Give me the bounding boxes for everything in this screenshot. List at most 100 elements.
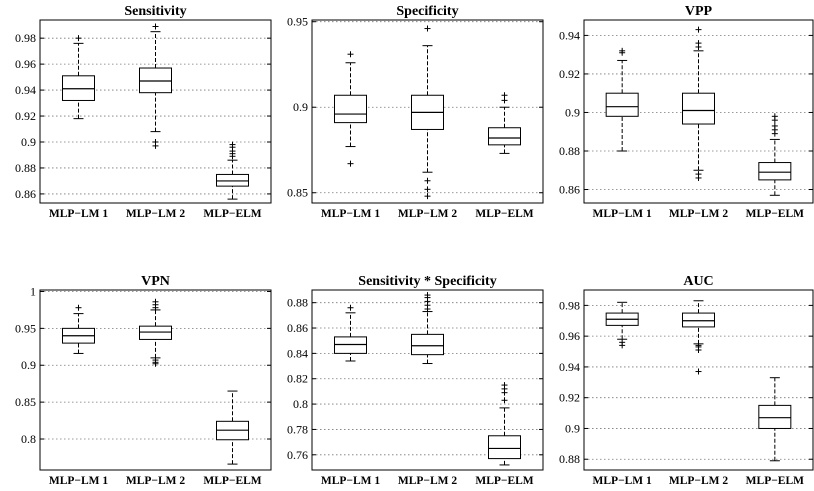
y-tick-label: 0.94	[15, 83, 36, 97]
y-tick-label: 0.9	[293, 100, 308, 114]
iqr-box	[216, 173, 249, 187]
iqr-box	[139, 325, 172, 340]
outlier-marker	[695, 368, 702, 375]
outlier-marker	[152, 360, 159, 367]
chart-title: VPP	[685, 4, 713, 19]
y-tick-label: 1	[30, 284, 36, 298]
outlier-marker	[771, 122, 778, 129]
x-category-label: MLP−LM 2	[669, 475, 729, 487]
y-tick-label: 0.95	[287, 15, 308, 29]
y-tick-label: 0.94	[559, 360, 580, 374]
iqr-box	[758, 162, 792, 181]
y-tick-label: 0.96	[559, 329, 580, 343]
y-tick-label: 0.86	[15, 187, 36, 201]
y-tick-label: 0.88	[559, 144, 580, 158]
outlier-marker	[501, 397, 508, 404]
box-2	[139, 298, 172, 367]
outlier-marker	[695, 347, 702, 353]
outlier-marker	[501, 382, 508, 389]
box-1	[605, 47, 639, 152]
iqr-box	[62, 75, 95, 101]
outlier-marker	[152, 142, 159, 149]
y-tick-label: 0.85	[287, 186, 308, 200]
chart-panel: VPP 0.86 0.88 0.9 0.92 0.94 MLP−LM 1 MLP−LM 2 ML…	[559, 4, 814, 220]
y-tick-label: 0.82	[287, 372, 308, 386]
box-3	[216, 141, 249, 200]
box-2	[682, 26, 715, 181]
x-category-label: MLP−LM 2	[398, 208, 458, 220]
x-category-label: MLP−LM 1	[593, 475, 653, 487]
outlier-marker	[619, 47, 626, 54]
x-category-label: MLP−ELM	[746, 475, 804, 487]
iqr-box	[682, 312, 715, 328]
outlier-marker	[424, 177, 431, 184]
x-category-label: MLP−ELM	[746, 208, 804, 220]
y-tick-label: 0.95	[15, 321, 36, 335]
y-tick-label: 0.96	[15, 57, 36, 71]
iqr-box	[139, 67, 172, 94]
iqr-box	[411, 333, 444, 356]
y-tick-label: 0.85	[15, 395, 36, 409]
box-1	[334, 51, 367, 167]
y-tick-label: 0.98	[15, 31, 36, 45]
chart-panel: Sensitivity * Specificity 0.76 0.78 0.8 0.82…	[287, 274, 544, 487]
x-category-label: MLP−LM 1	[321, 208, 381, 220]
chart-panel: Sensitivity 0.86 0.88 0.9 0.92 0.94 0.96 0.98 ML…	[15, 4, 272, 220]
outlier-marker	[695, 174, 702, 181]
x-category-label: MLP−LM 1	[321, 475, 381, 487]
outlier-marker	[695, 26, 702, 33]
iqr-box	[488, 435, 521, 460]
y-tick-label: 0.9	[565, 105, 580, 119]
y-tick-label: 0.92	[15, 109, 36, 123]
y-tick-label: 0.88	[559, 452, 580, 466]
plot-frame	[583, 289, 814, 471]
x-category-label: MLP−LM 1	[49, 208, 109, 220]
box-3	[488, 382, 521, 466]
y-tick-label: 0.84	[287, 346, 308, 360]
chart-title: Sensitivity * Specificity	[358, 274, 496, 289]
y-tick-label: 0.88	[15, 161, 36, 175]
outlier-marker	[75, 35, 82, 42]
x-category-label: MLP−LM 2	[126, 208, 186, 220]
outlier-marker	[347, 160, 354, 167]
box-2	[411, 25, 444, 200]
outlier-marker	[424, 193, 431, 200]
chart-title: Sensitivity	[124, 4, 186, 19]
iqr-box	[758, 404, 792, 429]
box-1	[62, 304, 95, 354]
x-category-label: MLP−LM 2	[669, 208, 729, 220]
y-tick-label: 0.98	[559, 298, 580, 312]
box-3	[758, 377, 792, 462]
x-category-label: MLP−LM 1	[593, 208, 653, 220]
x-category-label: MLP−ELM	[203, 475, 261, 487]
outlier-marker	[695, 40, 702, 47]
chart-panel: VPN 0.8 0.85 0.9 0.95 1 MLP−LM 1 MLP−LM 2 MLP−EL…	[15, 274, 272, 487]
chart-panel: Specificity 0.85 0.9 0.95 MLP−LM 1 MLP−LM 2 ML…	[287, 4, 544, 220]
outlier-marker	[347, 51, 354, 58]
chart-title: Specificity	[396, 4, 458, 19]
y-tick-label: 0.9	[565, 421, 580, 435]
x-category-label: MLP−LM 2	[126, 475, 186, 487]
box-1	[605, 301, 639, 349]
outlier-marker	[229, 141, 236, 148]
iqr-box	[334, 336, 367, 354]
y-tick-label: 0.76	[287, 448, 308, 462]
y-tick-label: 0.86	[559, 183, 580, 197]
outlier-marker	[424, 25, 431, 32]
box-2	[411, 292, 444, 365]
plot-frame	[39, 19, 272, 204]
outlier-marker	[75, 304, 82, 311]
plot-frame	[311, 289, 544, 471]
y-tick-label: 0.92	[559, 391, 580, 405]
box-2	[139, 23, 172, 149]
box-3	[758, 113, 792, 196]
outlier-marker	[771, 113, 778, 120]
chart-panel: AUC 0.88 0.9 0.92 0.94 0.96 0.98 MLP−LM 1 MLP−LM…	[559, 274, 814, 487]
y-tick-label: 0.8	[293, 397, 308, 411]
outlier-marker	[152, 298, 159, 305]
y-tick-label: 0.9	[21, 358, 36, 372]
outlier-marker	[501, 97, 508, 104]
x-category-label: MLP−LM 1	[49, 475, 109, 487]
iqr-box	[334, 94, 367, 124]
